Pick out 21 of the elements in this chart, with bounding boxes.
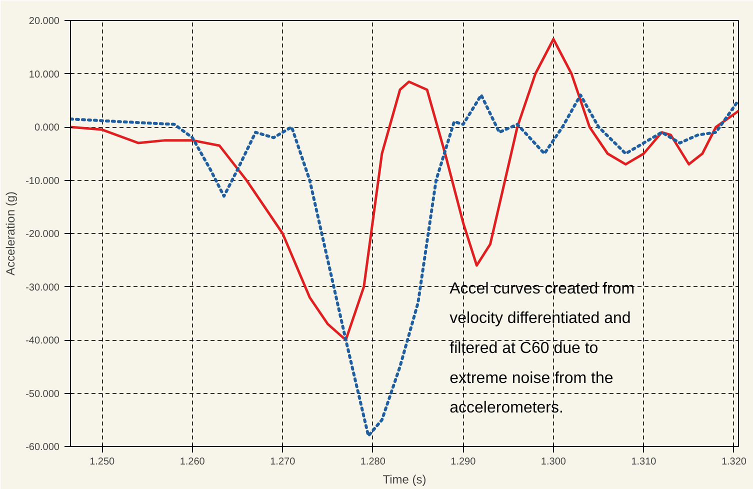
x-tick-label: 1.290	[450, 456, 476, 468]
x-tick-label: 1.280	[360, 456, 386, 468]
y-tick-label: -40.000	[26, 336, 60, 346]
y-tick-label: -10.000	[26, 176, 60, 187]
x-axis-title: Time (s)	[382, 472, 426, 486]
line-series	[70, 94, 738, 438]
x-tick-label: 1.310	[631, 456, 657, 468]
x-tick-label: 1.270	[270, 456, 296, 468]
y-tick-label: 0.000	[34, 122, 60, 134]
x-tick-label: 1.300	[540, 456, 566, 468]
y-tick-label: -60.000	[26, 442, 60, 453]
y-tick-label: 20.000	[28, 16, 60, 27]
y-axis-title: Acceleration (g)	[4, 191, 18, 276]
y-tick-label: -30.000	[26, 282, 60, 294]
x-tick-label: 1.260	[180, 456, 206, 468]
y-tick-label: -20.000	[26, 229, 60, 240]
y-tick-label: -50.000	[26, 388, 60, 400]
x-tick-label: 1.320	[721, 456, 747, 468]
y-tick-label: 10.000	[28, 69, 60, 80]
line-series	[70, 38, 738, 342]
x-tick-label: 1.250	[90, 456, 116, 468]
